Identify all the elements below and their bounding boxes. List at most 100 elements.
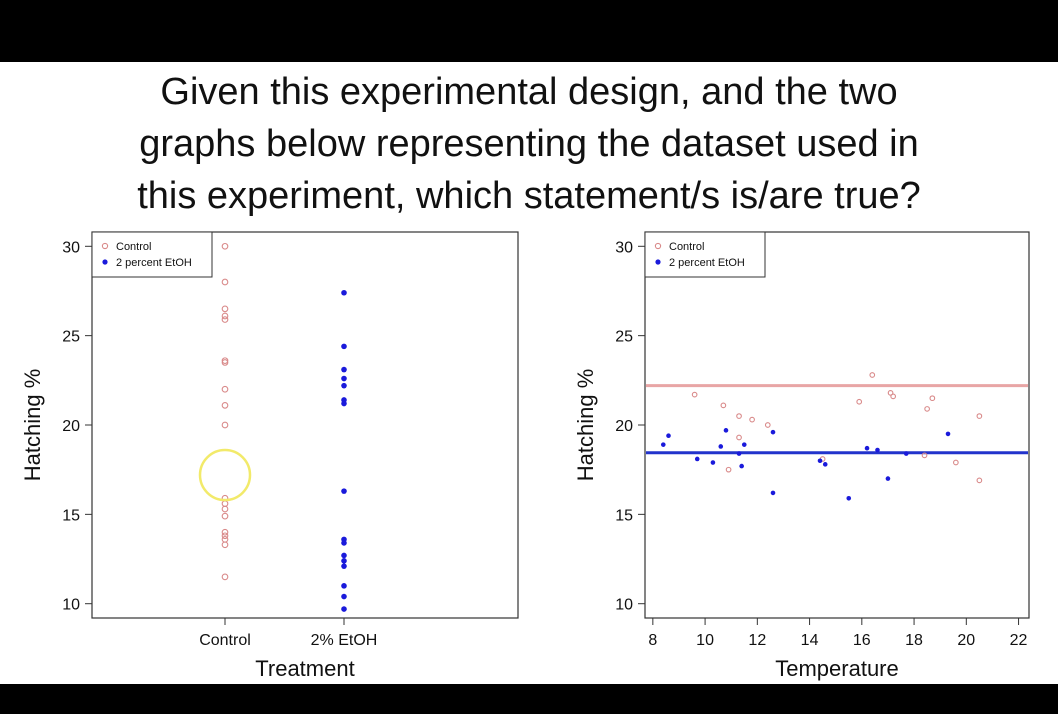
y-axis-label: Hatching % (573, 369, 598, 482)
point-control (887, 389, 894, 396)
point-control (221, 401, 229, 409)
point-control (869, 372, 876, 378)
point-etoh (741, 442, 747, 447)
chart-2: 10 15 20 25 30 Hatching % Temperature 8 10 12 14 16… (573, 231, 1030, 681)
point-etoh (341, 366, 347, 373)
point-etoh (660, 442, 666, 447)
point-etoh (341, 583, 347, 589)
point-etoh (341, 382, 347, 389)
point-control (221, 421, 229, 429)
y-axis-label: Hatching % (20, 369, 45, 482)
point-control (221, 541, 229, 549)
point-control (890, 393, 897, 400)
point-control (725, 466, 732, 473)
plot-frame (644, 231, 1030, 619)
point-etoh (739, 463, 744, 469)
y-tick-label: 15 (615, 507, 633, 524)
point-control (736, 413, 742, 419)
point-etoh (341, 375, 347, 382)
title-line-2: graphs below representing the dataset us… (139, 123, 919, 165)
point-etoh (875, 447, 880, 453)
y-tick-label: 10 (615, 597, 633, 614)
legend: Control 2 percent EtOH (644, 231, 766, 278)
y-tick-label: 15 (62, 507, 80, 524)
point-control (749, 416, 755, 423)
point-control (764, 422, 771, 428)
point-control (221, 500, 229, 507)
point-etoh (718, 444, 724, 449)
y-tick-label: 10 (62, 597, 80, 614)
legend: Control 2 percent EtOH (91, 231, 213, 278)
title-line-1: Given this experimental design, and the … (160, 71, 898, 113)
point-control (221, 359, 229, 366)
x-axis-label: Temperature (775, 656, 899, 681)
point-etoh (903, 451, 909, 456)
y-tick-label: 30 (62, 239, 80, 256)
point-control (221, 305, 229, 313)
point-etoh (822, 462, 828, 467)
point-etoh (341, 540, 347, 546)
x-tick-label: 20 (957, 632, 975, 649)
point-etoh (846, 495, 852, 501)
point-etoh (723, 428, 729, 433)
point-control (953, 459, 959, 466)
legend-marker-control (101, 242, 109, 250)
y-tick-label: 30 (615, 239, 633, 256)
legend-marker-etoh (655, 259, 661, 265)
x-tick-label: 2% EtOH (311, 632, 378, 649)
legend-label-etoh: 2 percent EtOH (669, 257, 745, 269)
legend-label-control: Control (116, 241, 151, 253)
point-control (929, 395, 936, 402)
point-etoh (770, 429, 776, 435)
point-etoh (341, 563, 347, 569)
point-control (924, 406, 930, 412)
point-control (221, 242, 229, 250)
legend-marker-control (654, 242, 662, 250)
point-control (976, 477, 983, 484)
point-etoh (666, 433, 671, 439)
legend-box (644, 231, 766, 278)
point-control (720, 402, 727, 409)
highlight-circle (198, 448, 252, 502)
point-etoh (341, 488, 347, 494)
slide: Given this experimental design, and the … (0, 62, 1058, 684)
point-etoh (694, 456, 700, 462)
point-control (976, 413, 983, 419)
point-control (921, 452, 928, 459)
point-etoh (817, 458, 823, 464)
point-etoh (341, 593, 347, 600)
legend-box (91, 231, 213, 278)
x-tick-label: 14 (801, 632, 819, 649)
point-control (736, 434, 742, 441)
point-control (691, 391, 698, 398)
point-control (221, 385, 229, 393)
point-etoh (770, 490, 776, 496)
point-control (221, 528, 229, 536)
legend-marker-etoh (102, 259, 108, 265)
title-line-3: this experiment, which statement/s is/ar… (137, 175, 921, 217)
x-tick-label: 18 (905, 632, 923, 649)
point-etoh (341, 343, 347, 350)
point-etoh (341, 400, 347, 407)
point-etoh (710, 460, 716, 465)
point-etoh (864, 445, 870, 451)
plot-frame (91, 231, 519, 619)
point-etoh (885, 476, 891, 481)
point-control (221, 312, 229, 320)
point-etoh (341, 289, 347, 296)
point-etoh (945, 431, 951, 437)
x-tick-label: 8 (648, 632, 657, 649)
y-tick-label: 20 (62, 418, 80, 435)
x-tick-label: 22 (1010, 632, 1028, 649)
x-axis-label: Treatment (255, 656, 354, 681)
x-tick-label: Control (199, 632, 251, 649)
x-tick-label: 16 (853, 632, 871, 649)
point-control (221, 505, 229, 513)
point-etoh (341, 552, 347, 559)
y-tick-label: 25 (615, 329, 633, 346)
point-control (221, 573, 229, 581)
point-control (221, 278, 229, 286)
point-control (856, 398, 863, 405)
